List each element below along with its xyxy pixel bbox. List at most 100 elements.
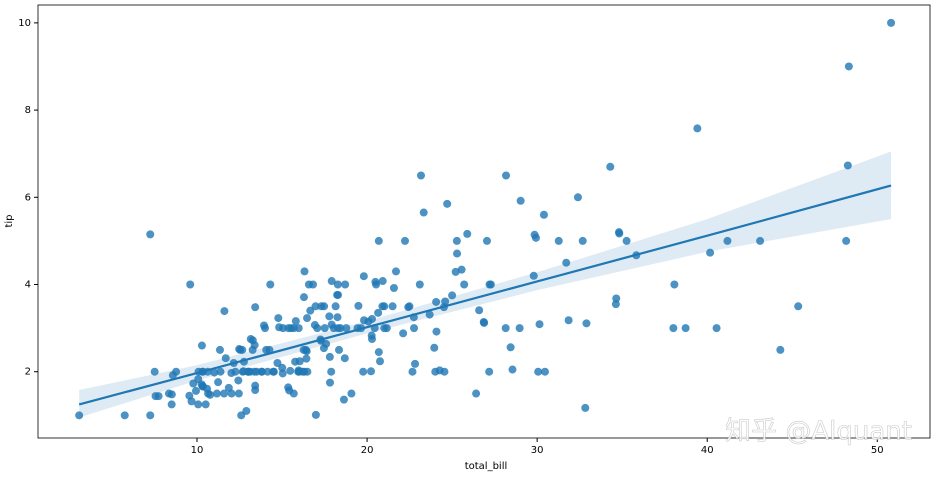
scatter-point xyxy=(289,389,298,398)
scatter-point xyxy=(306,306,315,315)
scatter-point xyxy=(167,400,176,409)
scatter-point xyxy=(475,306,484,315)
scatter-point xyxy=(693,124,702,133)
scatter-point xyxy=(669,324,678,333)
scatter-point xyxy=(238,345,247,354)
scatter-point xyxy=(374,348,383,357)
scatter-point xyxy=(327,367,336,376)
scatter-point xyxy=(485,367,494,376)
scatter-point xyxy=(578,236,587,245)
scatter-point xyxy=(224,383,233,392)
regression-line xyxy=(78,184,892,406)
watermark: 知乎 @Alquant xyxy=(725,417,912,447)
scatter-point xyxy=(366,367,375,376)
scatter-point xyxy=(378,277,387,286)
scatter-point xyxy=(347,389,356,398)
scatter-point xyxy=(168,371,177,380)
scatter-point xyxy=(425,310,434,319)
y-tick-label: 8 xyxy=(25,105,31,116)
scatter-point xyxy=(776,345,785,354)
scatter-point xyxy=(212,389,221,398)
scatter-point xyxy=(410,324,419,333)
scatter-point xyxy=(411,359,420,368)
y-tick-label: 10 xyxy=(18,18,31,29)
scatter-point xyxy=(430,343,439,352)
scatter-point xyxy=(615,229,624,238)
scatter-point xyxy=(408,367,417,376)
scatter-point xyxy=(479,318,488,327)
scatter-point xyxy=(452,236,461,245)
scatter-point xyxy=(189,379,198,388)
scatter-point xyxy=(150,367,159,376)
scatter-point xyxy=(237,411,246,420)
scatter-point xyxy=(197,341,206,350)
scatter-point xyxy=(606,162,615,171)
scatter-point xyxy=(244,367,253,376)
x-axis-label: total_bill xyxy=(465,461,508,472)
scatter-point xyxy=(146,230,155,239)
scatter-point xyxy=(311,410,320,419)
scatter-point xyxy=(164,389,173,398)
scatter-point xyxy=(220,389,229,398)
scatter-point xyxy=(187,397,196,406)
scatter-point xyxy=(295,357,304,366)
scatter-point xyxy=(448,291,457,300)
scatter-point xyxy=(540,367,549,376)
scatter-point xyxy=(508,365,517,374)
scatter-point xyxy=(573,193,582,202)
scatter-point xyxy=(416,171,425,180)
x-tick-label: 20 xyxy=(361,445,374,456)
scatter-point xyxy=(472,389,481,398)
scatter-point xyxy=(252,367,261,376)
scatter-point xyxy=(331,302,340,311)
scatter-point xyxy=(530,230,539,239)
scatter-point xyxy=(221,354,230,363)
scatter-point xyxy=(327,277,336,286)
scatter-point xyxy=(453,249,462,258)
scatter-point xyxy=(502,171,511,180)
scatter-point xyxy=(214,378,223,387)
scatter-point xyxy=(404,303,413,312)
scatter-point xyxy=(794,302,803,311)
scatter-point xyxy=(263,367,272,376)
scatter-point xyxy=(501,324,510,333)
scatter-point xyxy=(248,336,257,345)
scatter-point xyxy=(529,271,538,280)
scatter-point xyxy=(269,367,278,376)
scatter-point xyxy=(374,236,383,245)
scatter-point xyxy=(432,297,441,306)
scatter-point xyxy=(251,386,260,395)
scatter-point xyxy=(482,236,491,245)
scatter-point xyxy=(320,324,329,333)
scatter-point xyxy=(333,280,342,289)
scatter-point xyxy=(887,18,896,27)
scatter-point xyxy=(273,358,282,367)
scatter-point xyxy=(302,354,311,363)
scatter-point xyxy=(367,331,376,340)
scatter-point xyxy=(706,248,715,257)
scatter-point xyxy=(562,258,571,267)
scatter-point xyxy=(154,392,163,401)
scatter-point xyxy=(443,199,452,208)
scatter-point xyxy=(266,280,275,289)
scatter-point xyxy=(515,324,524,333)
scatter-point xyxy=(376,357,385,366)
scatter-point xyxy=(506,343,515,352)
scatter-point xyxy=(215,345,224,354)
scatter-point xyxy=(380,324,389,333)
scatter-point xyxy=(374,308,383,317)
scatter-point xyxy=(612,294,621,303)
scatter-point xyxy=(201,400,210,409)
y-tick-label: 2 xyxy=(25,367,31,378)
scatter-point xyxy=(191,386,200,395)
scatter-point xyxy=(313,324,322,333)
scatter-point xyxy=(300,267,309,276)
scatter-point xyxy=(262,345,271,354)
x-tick-label: 30 xyxy=(531,445,544,456)
scatter-point xyxy=(359,272,368,281)
scatter-point xyxy=(186,280,195,289)
scatter-point xyxy=(516,196,525,205)
plot-frame xyxy=(37,4,931,439)
scatter-point xyxy=(843,161,852,170)
